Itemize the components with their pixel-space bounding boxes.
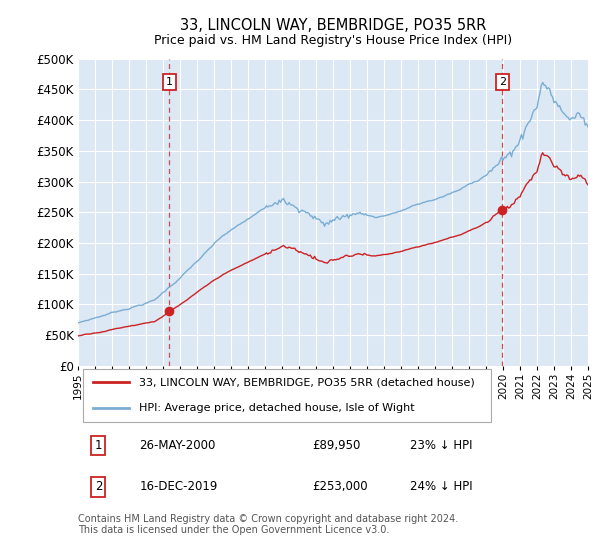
Text: 1: 1 xyxy=(166,77,173,87)
Text: Price paid vs. HM Land Registry's House Price Index (HPI): Price paid vs. HM Land Registry's House … xyxy=(154,34,512,47)
Text: 2: 2 xyxy=(95,480,102,493)
Text: 16-DEC-2019: 16-DEC-2019 xyxy=(139,480,218,493)
Text: HPI: Average price, detached house, Isle of Wight: HPI: Average price, detached house, Isle… xyxy=(139,403,415,413)
Text: 33, LINCOLN WAY, BEMBRIDGE, PO35 5RR: 33, LINCOLN WAY, BEMBRIDGE, PO35 5RR xyxy=(180,18,486,32)
Text: 24% ↓ HPI: 24% ↓ HPI xyxy=(409,480,472,493)
FancyBboxPatch shape xyxy=(83,368,491,422)
Text: £89,950: £89,950 xyxy=(313,439,361,452)
Text: 2: 2 xyxy=(499,77,506,87)
Text: £253,000: £253,000 xyxy=(313,480,368,493)
Text: 33, LINCOLN WAY, BEMBRIDGE, PO35 5RR (detached house): 33, LINCOLN WAY, BEMBRIDGE, PO35 5RR (de… xyxy=(139,377,475,388)
Text: 23% ↓ HPI: 23% ↓ HPI xyxy=(409,439,472,452)
Text: 26-MAY-2000: 26-MAY-2000 xyxy=(139,439,215,452)
Text: Contains HM Land Registry data © Crown copyright and database right 2024.
This d: Contains HM Land Registry data © Crown c… xyxy=(78,514,458,535)
Text: 1: 1 xyxy=(95,439,102,452)
